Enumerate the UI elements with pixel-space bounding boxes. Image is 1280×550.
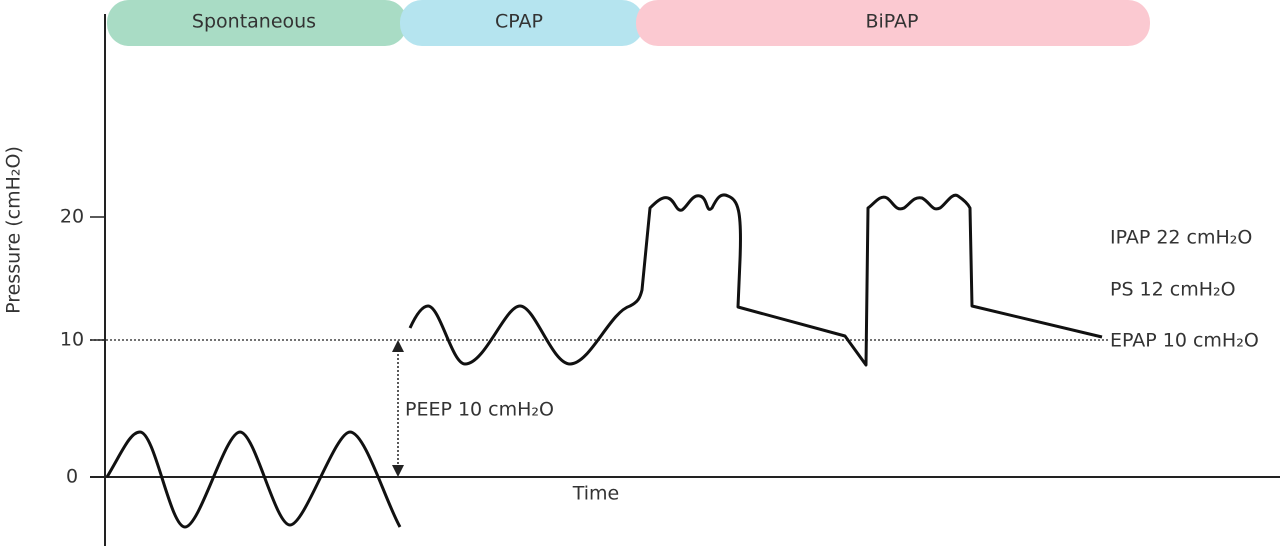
pill-bg: [636, 0, 1150, 46]
mode-pill: BiPAP: [636, 0, 1150, 46]
mode-label: BiPAP: [865, 11, 918, 33]
mode-pill: Spontaneous: [107, 0, 407, 46]
epap-label: EPAP 10 cmH₂O: [1110, 330, 1259, 352]
mode-label: CPAP: [495, 11, 543, 33]
cpap-bipap-wave: [408, 193, 1103, 367]
y-tick-label: 10: [60, 329, 84, 351]
pill-bg: [107, 0, 407, 46]
ipap-label: IPAP 22 cmH₂O: [1110, 227, 1252, 249]
pill-bg: [400, 0, 644, 46]
x-axis-label: Time: [572, 483, 620, 505]
mode-pill: CPAP: [400, 0, 644, 46]
mode-label: Spontaneous: [192, 11, 316, 33]
peep-label: PEEP 10 cmH₂O: [405, 399, 554, 421]
y-tick-label: 20: [60, 206, 84, 228]
y-tick-label: 0: [66, 466, 78, 488]
y-axis-label: Pressure (cmH₂O): [3, 146, 25, 314]
spontaneous-wave: [105, 430, 402, 529]
ps-label: PS 12 cmH₂O: [1110, 279, 1236, 301]
